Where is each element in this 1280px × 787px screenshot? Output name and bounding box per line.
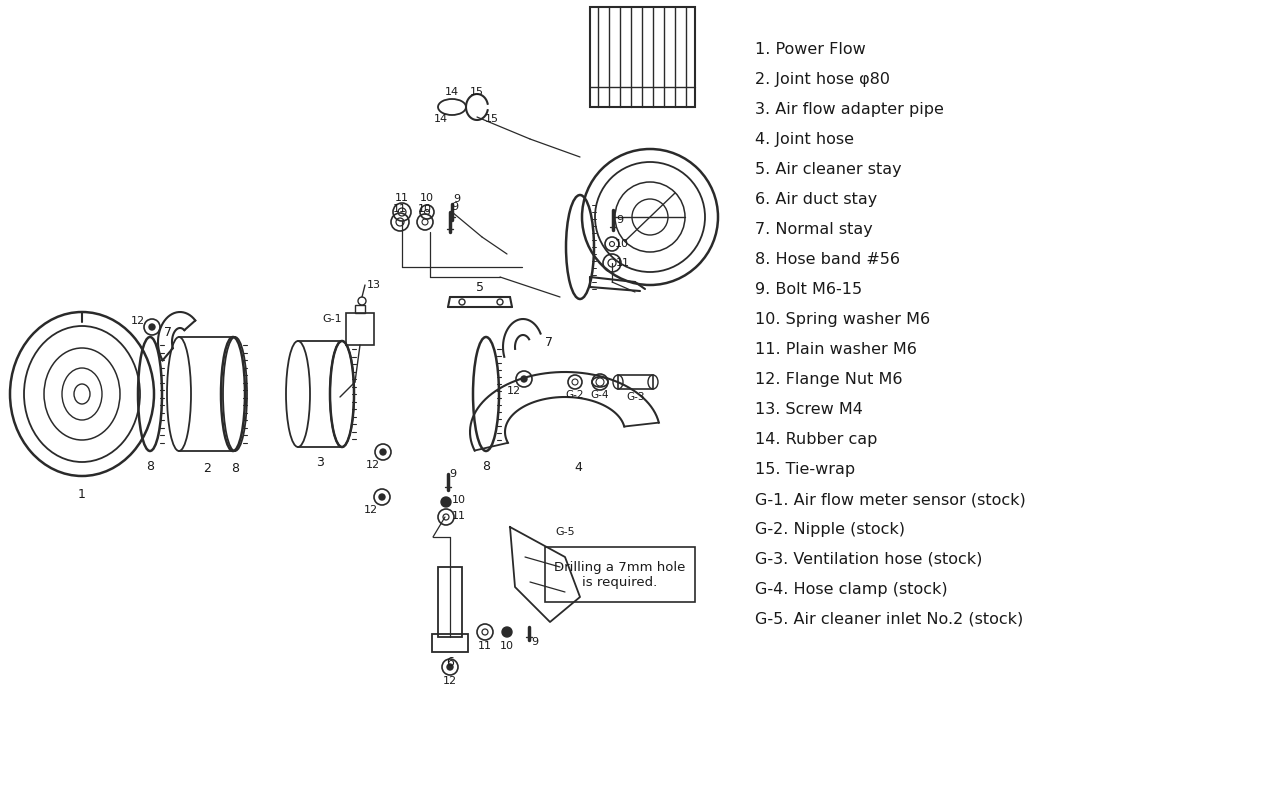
- Text: 11. Plain washer M6: 11. Plain washer M6: [755, 342, 916, 357]
- Text: 3: 3: [316, 456, 324, 468]
- Text: 15: 15: [470, 87, 484, 97]
- Text: G-5. Air cleaner inlet No.2 (stock): G-5. Air cleaner inlet No.2 (stock): [755, 612, 1023, 627]
- Text: 8: 8: [230, 461, 239, 475]
- Text: G-5: G-5: [556, 527, 575, 537]
- Text: 11: 11: [393, 204, 407, 214]
- Text: G-1: G-1: [323, 314, 342, 324]
- Text: 10: 10: [452, 495, 466, 505]
- Text: 13. Screw M4: 13. Screw M4: [755, 402, 863, 417]
- Circle shape: [521, 376, 527, 382]
- Text: 5: 5: [476, 280, 484, 294]
- Circle shape: [379, 494, 385, 500]
- Circle shape: [447, 664, 453, 670]
- Text: G-4: G-4: [591, 390, 609, 400]
- Text: 11: 11: [396, 193, 410, 203]
- Text: 1. Power Flow: 1. Power Flow: [755, 42, 865, 57]
- Text: 9: 9: [453, 194, 461, 204]
- Text: 13: 13: [367, 280, 381, 290]
- Text: 12. Flange Nut M6: 12. Flange Nut M6: [755, 372, 902, 387]
- Bar: [545, 547, 695, 602]
- Text: 7: 7: [545, 335, 553, 349]
- Bar: [438, 567, 462, 637]
- Text: 10: 10: [500, 641, 515, 651]
- Text: 12: 12: [131, 316, 145, 326]
- Text: 9: 9: [531, 637, 539, 647]
- Circle shape: [148, 324, 155, 330]
- Text: 6: 6: [445, 656, 454, 668]
- Text: 10. Spring washer M6: 10. Spring washer M6: [755, 312, 931, 327]
- Text: 3. Air flow adapter pipe: 3. Air flow adapter pipe: [755, 102, 943, 117]
- Text: 8. Hose band #56: 8. Hose band #56: [755, 252, 900, 267]
- Bar: [590, 7, 695, 107]
- Text: 9: 9: [617, 215, 623, 225]
- Circle shape: [502, 627, 512, 637]
- Bar: [346, 313, 374, 345]
- Text: 12: 12: [366, 460, 380, 470]
- Text: 8: 8: [483, 460, 490, 472]
- Text: G-4. Hose clamp (stock): G-4. Hose clamp (stock): [755, 582, 947, 597]
- Text: G-3. Ventilation hose (stock): G-3. Ventilation hose (stock): [755, 552, 982, 567]
- Text: 10: 10: [614, 239, 628, 249]
- Text: 11: 11: [616, 258, 630, 268]
- Text: 14: 14: [434, 114, 448, 124]
- Text: G-2. Nipple (stock): G-2. Nipple (stock): [755, 522, 905, 537]
- Text: 10: 10: [419, 204, 433, 214]
- Text: 4: 4: [573, 460, 582, 474]
- Text: 11: 11: [452, 511, 466, 521]
- Text: 12: 12: [507, 386, 521, 396]
- Text: 8: 8: [146, 460, 154, 472]
- Text: 15: 15: [485, 114, 499, 124]
- Text: 15. Tie-wrap: 15. Tie-wrap: [755, 462, 855, 477]
- Text: G-2: G-2: [566, 390, 584, 400]
- Text: 4. Joint hose: 4. Joint hose: [755, 132, 854, 147]
- Text: 9: 9: [449, 469, 457, 479]
- Text: 10: 10: [420, 193, 434, 203]
- Text: 2. Joint hose φ80: 2. Joint hose φ80: [755, 72, 890, 87]
- Text: 9. Bolt M6-15: 9. Bolt M6-15: [755, 282, 863, 297]
- Circle shape: [442, 497, 451, 507]
- Text: 1: 1: [78, 487, 86, 501]
- Bar: [618, 375, 653, 389]
- Text: G-3: G-3: [627, 392, 645, 402]
- Text: 6. Air duct stay: 6. Air duct stay: [755, 192, 877, 207]
- Text: 14: 14: [445, 87, 460, 97]
- Text: 5. Air cleaner stay: 5. Air cleaner stay: [755, 162, 901, 177]
- Text: 7: 7: [164, 326, 172, 338]
- Text: Drilling a 7mm hole
is required.: Drilling a 7mm hole is required.: [554, 561, 686, 589]
- Text: 9: 9: [452, 202, 458, 212]
- Text: 12: 12: [443, 676, 457, 686]
- Text: 14. Rubber cap: 14. Rubber cap: [755, 432, 877, 447]
- Text: 7. Normal stay: 7. Normal stay: [755, 222, 873, 237]
- Bar: [355, 305, 365, 313]
- Bar: [433, 634, 468, 652]
- Text: 2: 2: [204, 461, 211, 475]
- Circle shape: [380, 449, 387, 455]
- Text: 12: 12: [364, 505, 378, 515]
- Text: G-1. Air flow meter sensor (stock): G-1. Air flow meter sensor (stock): [755, 492, 1025, 507]
- Text: 11: 11: [477, 641, 492, 651]
